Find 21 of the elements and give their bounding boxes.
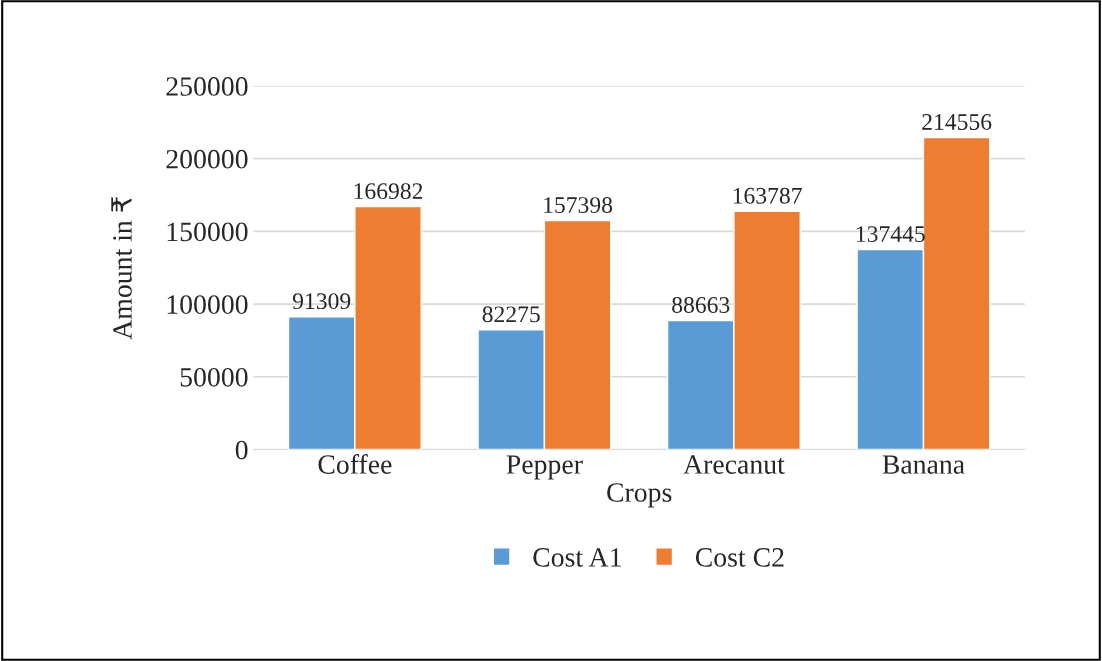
x-tick-label: Banana <box>882 455 965 474</box>
legend-label: Cost C2 <box>695 548 784 567</box>
data-label: 88663 <box>672 297 730 313</box>
x-axis-title: Crops <box>607 483 672 508</box>
data-label: 166982 <box>354 183 423 200</box>
data-label: 163787 <box>733 187 802 204</box>
x-tick-label: Pepper <box>506 455 583 480</box>
y-tick-label: 150000 <box>167 222 248 242</box>
y-tick-label: 200000 <box>166 149 248 169</box>
x-tick-label: Arecanut <box>683 455 785 474</box>
data-label: 214556 <box>922 114 992 130</box>
x-tick-label: Coffee <box>318 454 392 474</box>
data-label: 91309 <box>292 293 351 310</box>
legend-label: Cost A1 <box>533 548 621 567</box>
data-label: 82275 <box>482 306 540 323</box>
data-label: 157398 <box>544 197 613 214</box>
y-tick-label: 100000 <box>167 295 248 314</box>
y-tick-label: 0 <box>235 440 248 460</box>
y-axis-title: Amount in ₹ <box>111 197 132 340</box>
y-tick-label: 50000 <box>180 367 248 387</box>
y-tick-label: 250000 <box>166 77 248 96</box>
